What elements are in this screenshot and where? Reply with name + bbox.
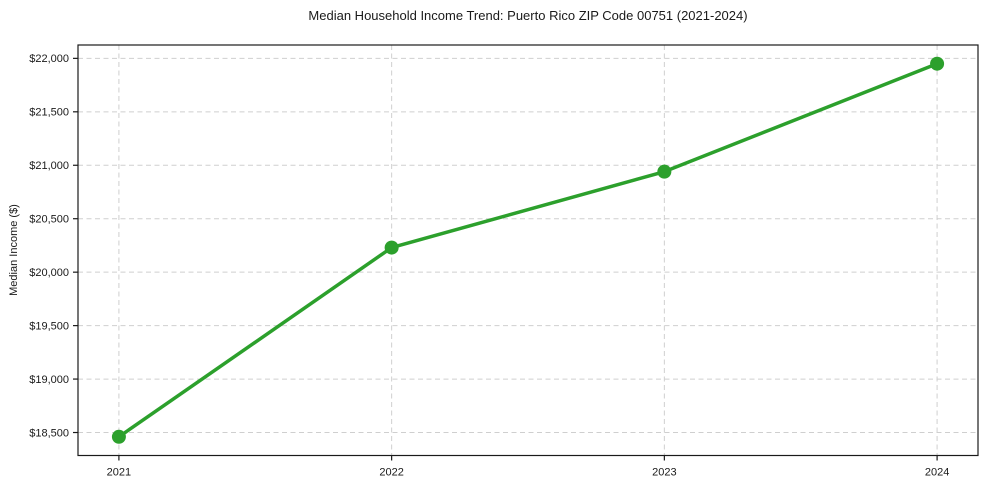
- trend-line: [117, 61, 939, 439]
- x-tick-label: 2022: [379, 467, 403, 479]
- x-tick-label: 2021: [107, 467, 131, 479]
- x-tick-label: 2023: [652, 467, 676, 479]
- y-tick-label: $22,000: [29, 53, 69, 65]
- y-tick-label: $20,500: [29, 214, 69, 226]
- data-point-marker: [657, 164, 672, 179]
- data-point-marker: [111, 429, 126, 444]
- y-tick-label: $21,000: [29, 160, 69, 172]
- y-tick-label: $19,500: [29, 320, 69, 332]
- axes-frame: [77, 44, 979, 457]
- chart-title: Median Household Income Trend: Puerto Ri…: [308, 8, 748, 23]
- x-tick-label: 2024: [925, 467, 949, 479]
- y-tick-label: $21,500: [29, 107, 69, 119]
- y-tick-label: $18,500: [29, 427, 69, 439]
- y-tick-label: $20,000: [29, 267, 69, 279]
- y-tick-label: $19,000: [29, 374, 69, 386]
- data-point-marker: [930, 56, 945, 71]
- data-point-marker: [384, 240, 399, 255]
